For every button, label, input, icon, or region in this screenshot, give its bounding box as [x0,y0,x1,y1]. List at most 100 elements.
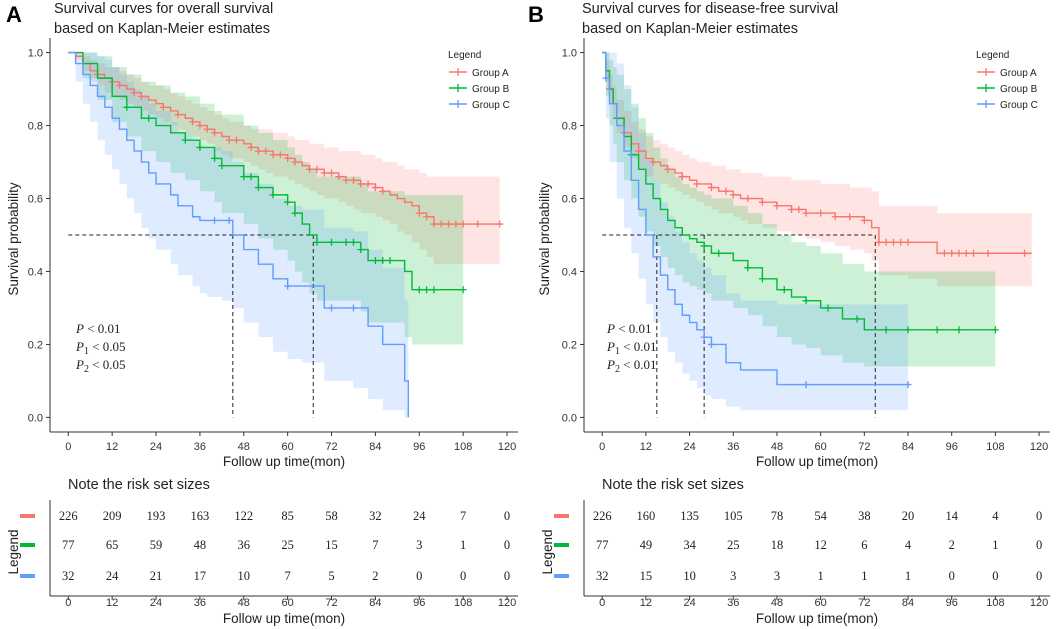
panel-b-xtick-label: 48 [771,441,783,453]
panel-a-censor-mark-group-a [313,165,321,173]
panel-b-censor-mark-group-a [802,209,810,217]
panel-a-censor-mark-group-b [247,173,255,181]
panel-b-risk-cell: 32 [596,569,609,583]
panel-b-y-axis-title: Survival probability [537,182,552,296]
panel-b-ytick-label: 0.6 [562,194,577,206]
panel-b-censor-mark-group-b [715,249,723,257]
panel-a-ci-band-group-a [68,52,500,265]
panel-a-legend-item-group-c: Group C [472,100,510,111]
panel-b-xtick-label: 0 [599,441,605,453]
panel-b-censor-mark-group-a [744,195,752,203]
panel-a-censor-mark-group-b [269,191,277,199]
panel-b-title-line-1: Survival curves for disease-free surviva… [582,1,838,17]
panel-b-risk-xtick-label: 84 [902,597,914,609]
panel-a-censor-mark-group-a [159,103,167,111]
panel-a-censor-mark-group-a [203,125,211,133]
panel-a-curve-group-c [68,51,410,418]
panel-a-risk-cell: 36 [238,538,251,552]
panel-a-censor-mark-group-a [306,165,314,173]
panel-b-risk-xtick-label: 60 [815,597,827,609]
panel-a-censor-mark-group-a [496,220,504,228]
panel-a-censor-mark-group-b [254,184,262,192]
panel-b-censor-mark-group-c [602,74,610,82]
panel-b-ci-band-group-b [602,52,996,367]
panel-b-censor-mark-group-a [707,184,715,192]
panel-b-pvalue-1: P < 0.01 [606,321,652,336]
panel-a-legend-item-group-a: Group A [472,68,509,79]
panel-b-risk-cell: 77 [596,538,609,552]
panel-a-censor-mark-group-a [452,220,460,228]
panel-b-ytick-label: 0.2 [562,339,577,351]
panel-a-risk-cell: 17 [194,569,207,583]
panel-b-legend-title: Legend [976,50,1009,61]
panel-b-legend-item-group-a: Group A [1000,68,1037,79]
panel-a-censor-mark-group-a [371,184,379,192]
panel-a-ytick-label: 0.4 [28,266,43,278]
panel-a-censor-mark-group-a [276,151,284,159]
panel-b-legend-item-group-c: Group C [1000,100,1038,111]
panel-b-censor-mark-group-b [882,326,890,334]
panel-b-censor-mark-group-b [955,326,963,334]
panel-a-censor-mark-group-a [174,111,182,119]
panel-b-risk-cell: 226 [593,509,612,523]
panel-b-risk-cell: 1 [905,569,911,583]
panel-a-censor-mark-group-a [474,220,482,228]
panel-a-censor-mark-group-a [130,89,138,97]
panel-a-censor-mark-group-a [211,129,219,137]
panel-a-censor-mark-group-b [371,257,379,265]
panel-a-censor-mark-group-a [423,213,431,221]
panel-a-censor-mark-group-b [240,173,248,181]
panel-a-risk-y-axis-title: Legend [6,529,21,574]
panel-a-censor-mark-group-a [415,209,423,217]
panel-a-censor-mark-group-a [364,180,372,188]
panel-a-censor-mark-group-b [123,103,131,111]
panel-a-censor-mark-group-b [313,238,321,246]
panel-b-censor-mark-group-a [904,238,912,246]
panel-a-censor-mark-group-c [328,304,336,312]
panel-b-censor-mark-group-a [948,249,956,257]
panel-a-risk-cell: 193 [147,509,166,523]
panel-a-xtick-label: 120 [498,441,516,453]
panel-a-xtick-label: 96 [413,441,425,453]
panel-b-censor-mark-group-a [962,249,970,257]
panel-b-xtick-label: 84 [902,441,914,453]
panel-a-censor-mark-group-a [437,220,445,228]
panel-a-risk-cell: 32 [62,569,75,583]
panel-a-ytick-label: 0.8 [28,121,43,133]
panel-b-legend-item-group-b: Group B [1000,84,1038,95]
panel-b-curve-group-c [602,51,909,386]
panel-b-risk-xtick-label: 24 [683,597,695,609]
panel-b-censor-mark-group-a [649,158,657,166]
panel-b-xtick-label: 108 [986,441,1004,453]
panel-a-xtick-label: 108 [454,441,472,453]
panel-b-risk-cell: 38 [858,509,871,523]
panel-a-censor-mark-group-b [415,286,423,294]
panel-b-ci-band-group-c [602,52,909,411]
panel-a-censor-mark-group-b [342,238,350,246]
panel-a-censor-mark-group-a [262,147,270,155]
panel-a-censor-mark-group-b [218,162,226,170]
panel-a-risk-xtick-label: 108 [454,597,472,609]
panel-b-censor-mark-group-b [744,264,752,272]
panel-a-pvalue-3: P2 < 0.05 [75,357,126,375]
panel-b-censor-mark-group-b [802,297,810,305]
panel-a-censor-mark-group-a [342,176,350,184]
panel-b-risk-cell: 3 [774,569,780,583]
panel-a-censor-mark-group-a [247,143,255,151]
panel-a-censor-mark-group-b [379,257,387,265]
panel-a-risk-cell: 85 [281,509,294,523]
panel-a-censor-mark-group-c [211,216,219,224]
panel-a-x-axis-title: Follow up time(mon) [223,454,345,469]
panel-b-risk-cell: 0 [1036,509,1042,523]
panel-b-risk-cell: 15 [640,569,653,583]
panel-a-risk-xtick-label: 96 [413,597,425,609]
panel-a-risk-cell: 5 [328,569,334,583]
panel-b-risk-cell: 49 [640,538,653,552]
panel-a-letter: A [6,2,22,27]
panel-b-ci-band-group-a [602,52,1032,287]
panel-b-title-line-2: based on Kaplan-Meier estimates [582,21,798,37]
panel-b-censor-mark-group-b [991,326,999,334]
panel-a-censor-mark-group-a [254,147,262,155]
panel-a-censor-mark-group-a [379,187,387,195]
